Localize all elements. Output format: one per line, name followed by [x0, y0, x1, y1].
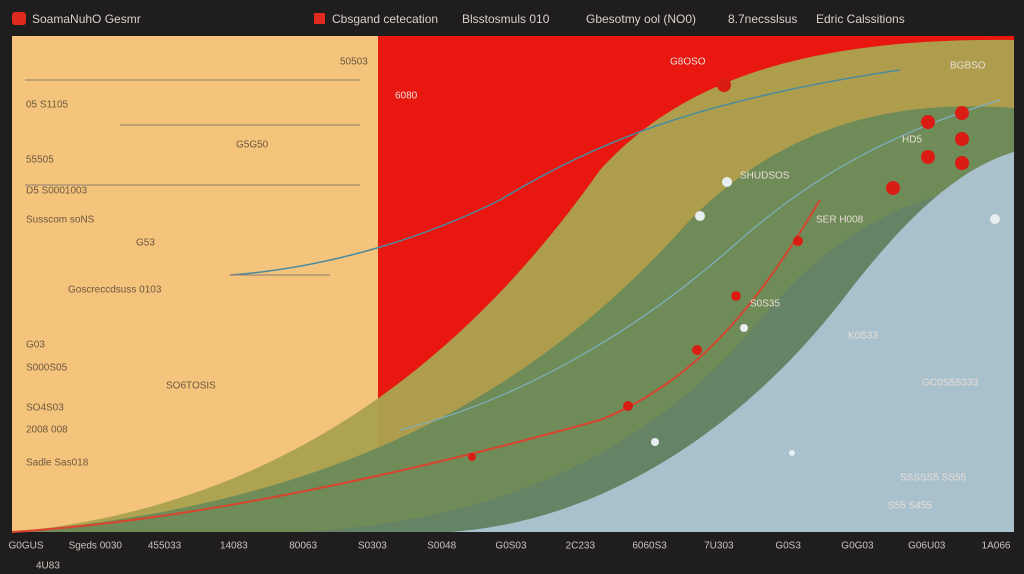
label: G5G50: [236, 140, 269, 151]
label: SHUDSOS: [740, 171, 790, 182]
label: SO4S03: [26, 403, 64, 414]
tab[interactable]: Gbesotmy ool (NO0): [586, 12, 696, 26]
markers-light: [651, 177, 1000, 456]
x-axis: G0GUS Sgeds 0030 455033 14083 80063 S0303 S004…: [8, 541, 1010, 552]
label: HD5: [902, 135, 922, 146]
axis-label: 1A066: [982, 541, 1011, 552]
axis-label: G0S3: [775, 541, 801, 552]
label: GC0S5S333: [922, 378, 979, 389]
axis-label: G0S03: [495, 541, 527, 552]
markers: [468, 78, 969, 461]
axis-label: 455033: [148, 541, 182, 552]
label: Sadle Sas018: [26, 458, 89, 469]
label: D5 S0001003: [26, 186, 88, 197]
axis-label: S0048: [427, 541, 456, 552]
label: 50503: [340, 57, 368, 68]
label: G03: [26, 340, 45, 351]
axis-label: 6060S3: [632, 541, 667, 552]
tab-icon: [314, 13, 325, 24]
footer: 4U83: [36, 561, 60, 572]
axis-label: G06U03: [908, 541, 946, 552]
label: Goscreccdsuss 0103: [68, 285, 162, 296]
tab[interactable]: 8.7necsslsus: [728, 12, 797, 26]
axis-label: G0GUS: [8, 541, 43, 552]
axis-label: 14083: [220, 541, 248, 552]
label: 55505: [26, 155, 54, 166]
axis-label: G0G03: [841, 541, 874, 552]
axis-label: Sgeds 0030: [69, 541, 123, 552]
red-line: [11, 199, 821, 533]
blue-line: [229, 69, 901, 276]
axis-label: S0303: [358, 541, 387, 552]
tab[interactable]: Edric Calssitions: [816, 12, 905, 26]
app-icon: [12, 12, 26, 25]
axis-label: 80063: [289, 541, 317, 552]
label: SSSSS5 SS55: [900, 473, 967, 484]
label: SO6TOSIS: [166, 381, 216, 392]
label: SER H008: [816, 215, 864, 226]
label: Susscom soNS: [26, 215, 95, 226]
label: S000S05: [26, 363, 68, 374]
label: 05 S1105: [26, 100, 69, 111]
label: S55 S455: [888, 501, 932, 512]
blue-line: [399, 99, 1001, 431]
tab[interactable]: Cbsgand cetecation: [332, 12, 438, 26]
axis-label: 2C233: [566, 541, 596, 552]
tab[interactable]: Blsstosmuls 010: [462, 12, 550, 26]
axis-label: 7U303: [704, 541, 734, 552]
left-rules: [25, 79, 360, 276]
app-title: SoamaNuhO Gesmr: [32, 12, 141, 26]
label: BGBSO: [950, 61, 986, 72]
label: S0S35: [750, 299, 780, 310]
plot-area: [11, 36, 1014, 533]
label: G8OSO: [670, 57, 706, 68]
blue-area: [450, 152, 1014, 532]
label: 6080: [395, 91, 418, 102]
label: 2008 008: [26, 425, 68, 436]
label: K0S33: [848, 331, 878, 342]
label: G53: [136, 238, 155, 249]
